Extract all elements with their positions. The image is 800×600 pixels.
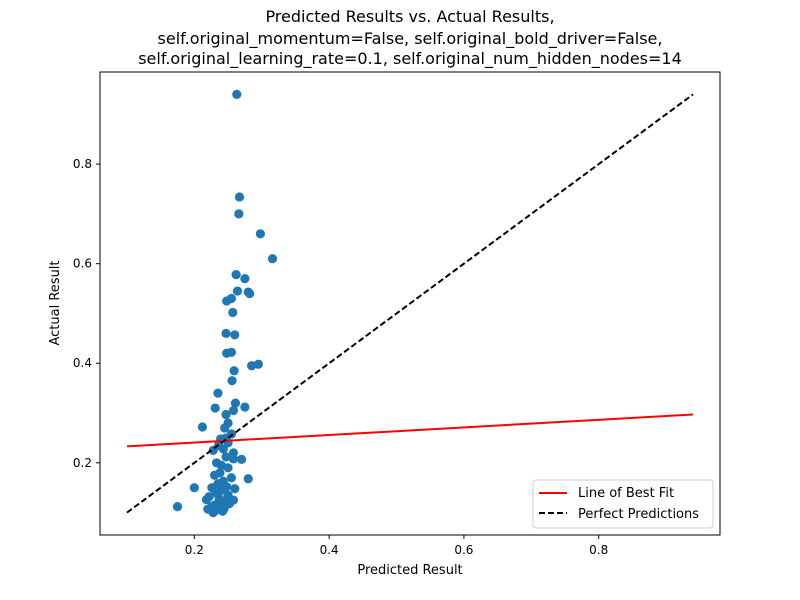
scatter-point-8	[245, 288, 255, 299]
axes-frame	[99, 71, 721, 536]
scatter-point-5	[240, 274, 250, 284]
scatter-point-38	[221, 452, 231, 462]
y-tick-label-0: 0.2	[73, 456, 92, 470]
scatter-point-0	[232, 89, 242, 100]
y-tick-label-2: 0.6	[73, 257, 92, 271]
scatter-point-20	[227, 376, 237, 386]
scatter-point-53	[230, 484, 240, 494]
scatter-point-25	[228, 405, 239, 416]
scatter-point-72	[172, 502, 183, 512]
scatter-point-71	[208, 507, 218, 518]
scatter-point-4	[267, 254, 278, 264]
y-tick-label-1: 0.4	[73, 356, 92, 370]
scatter-point-36	[218, 444, 228, 454]
scatter-point-40	[236, 454, 247, 464]
scatter-point-47	[243, 474, 253, 484]
x-tick-label-2: 0.6	[454, 543, 473, 557]
chart-title: Predicted Results vs. Actual Results, se…	[138, 7, 682, 69]
scatter-point-45	[209, 470, 220, 480]
legend-box	[532, 479, 714, 529]
x-axis-label: Predicted Result	[357, 563, 462, 578]
scatter-point-3	[255, 229, 265, 239]
x-tick-label-0: 0.2	[185, 543, 204, 557]
chart-title-line-1: Predicted Results vs. Actual Results,	[265, 7, 554, 26]
x-axis-ticks: 0.2 0.4 0.6 0.8	[185, 535, 608, 557]
x-tick-label-1: 0.4	[320, 543, 339, 557]
scatter-point-61	[201, 495, 212, 505]
scatter-point-11	[222, 296, 232, 306]
scatter-point-23	[240, 402, 250, 412]
scatter-point-6	[231, 270, 241, 280]
chart-title-line-3: self.original_learning_rate=0.1, self.or…	[138, 49, 682, 69]
chart-title-line-2: self.original_momentum=False, self.origi…	[158, 29, 663, 49]
scatter-point-39	[228, 454, 239, 464]
scatter-point-43	[223, 463, 233, 473]
perfect-predictions-line	[126, 93, 694, 514]
x-tick-label-3: 0.8	[589, 543, 608, 557]
scatter-point-26	[221, 409, 231, 420]
scatter-point-22	[230, 398, 241, 408]
best-fit-line	[126, 413, 694, 448]
legend-label-perfect-predictions: Perfect Predictions	[578, 507, 699, 522]
legend-label-best-fit: Line of Best Fit	[578, 486, 674, 501]
plot-area	[126, 89, 694, 518]
legend: Line of Best Fit Perfect Predictions	[532, 479, 714, 529]
scatter-point-19	[229, 366, 239, 376]
scatter-point-24	[210, 403, 220, 413]
scatter-point-12	[228, 307, 238, 318]
scatter-point-46	[226, 473, 237, 483]
scatter-point-16	[226, 347, 237, 357]
y-axis-label: Actual Result	[48, 260, 63, 345]
scatter-point-18	[247, 361, 257, 371]
scatter-point-28	[220, 423, 230, 433]
scatter-point-2	[234, 209, 244, 219]
y-axis-ticks: 0.2 0.4 0.6 0.8	[73, 157, 100, 470]
scatter-point-70	[218, 506, 228, 516]
scatter-point-9	[232, 286, 243, 296]
scatter-point-13	[221, 328, 231, 338]
y-tick-label-3: 0.8	[73, 157, 92, 171]
scatter-point-52	[189, 483, 199, 493]
scatter-point-14	[230, 330, 240, 340]
scatter-point-1	[234, 192, 245, 202]
scatter-point-29	[197, 422, 208, 432]
axes-border	[99, 71, 721, 536]
scatter-point-21	[213, 388, 223, 398]
